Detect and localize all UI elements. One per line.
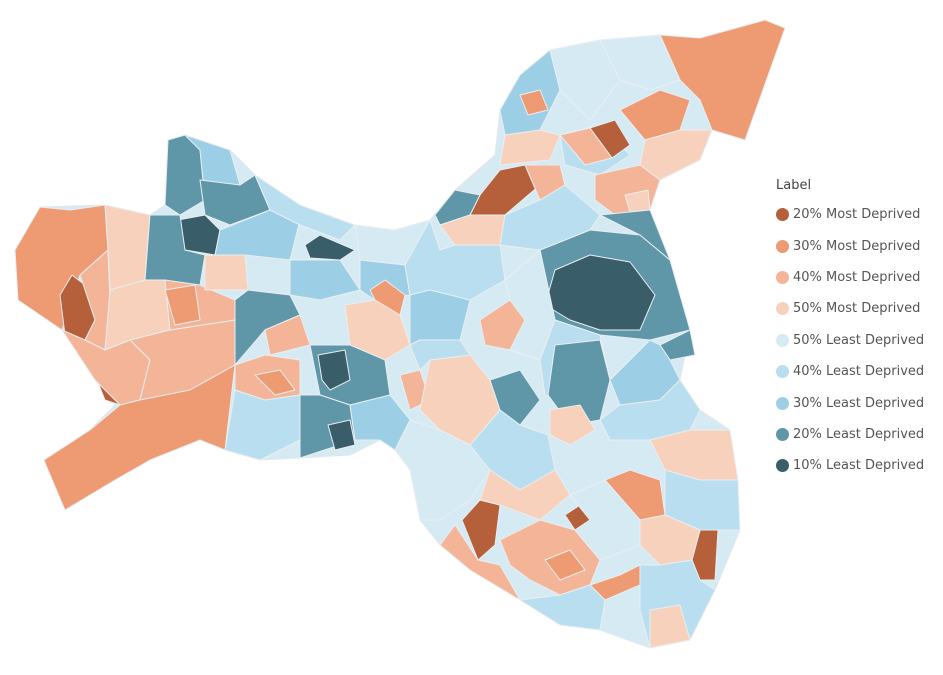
legend-label: 10% Least Deprived bbox=[793, 458, 925, 474]
legend-item[interactable]: 20% Least Deprived bbox=[776, 419, 936, 450]
legend-label: 40% Most Deprived bbox=[793, 269, 921, 285]
district-c-4[interactable] bbox=[504, 249, 556, 361]
legend-swatch bbox=[776, 302, 789, 316]
district-nw-9[interactable] bbox=[289, 259, 361, 301]
legend-label: 50% Most Deprived bbox=[793, 301, 921, 317]
district-ne-1[interactable] bbox=[659, 19, 786, 141]
legend-swatch bbox=[776, 239, 789, 253]
district-nc-2[interactable] bbox=[549, 39, 621, 121]
legend-swatch bbox=[776, 427, 789, 441]
district-s-9[interactable] bbox=[569, 479, 641, 561]
district-cs-2[interactable] bbox=[317, 349, 351, 391]
district-nw-8[interactable] bbox=[304, 234, 356, 261]
legend-label: 50% Least Deprived bbox=[793, 332, 925, 348]
district-nc-4[interactable] bbox=[499, 129, 561, 166]
legend-swatch bbox=[776, 208, 789, 222]
district-s-2[interactable] bbox=[439, 524, 521, 601]
district-c-6[interactable] bbox=[409, 339, 471, 371]
legend-swatch bbox=[776, 270, 789, 284]
legend-label: 20% Least Deprived bbox=[793, 426, 925, 442]
district-cs-4[interactable] bbox=[254, 369, 296, 396]
legend-swatch bbox=[776, 365, 789, 379]
district-ec-3[interactable] bbox=[599, 209, 671, 261]
legend-label: 40% Least Deprived bbox=[793, 364, 925, 380]
legend-item[interactable]: 40% Least Deprived bbox=[776, 356, 936, 387]
district-c-1[interactable] bbox=[404, 219, 506, 301]
legend-swatch bbox=[776, 396, 789, 410]
district-nc-11[interactable] bbox=[559, 127, 613, 166]
district-s-6[interactable] bbox=[544, 549, 586, 581]
legend-item[interactable]: 20% Most Deprived bbox=[776, 199, 936, 230]
legend-item[interactable]: 50% Most Deprived bbox=[776, 293, 936, 324]
district-c-12[interactable] bbox=[549, 404, 596, 446]
district-cs-7[interactable] bbox=[327, 419, 356, 451]
legend-swatch bbox=[776, 333, 789, 347]
legend-item[interactable]: 40% Most Deprived bbox=[776, 262, 936, 293]
district-ec-4[interactable] bbox=[499, 184, 601, 251]
district-c-11[interactable] bbox=[599, 379, 701, 441]
district-se-7[interactable] bbox=[649, 604, 691, 649]
legend-item[interactable]: 30% Least Deprived bbox=[776, 387, 936, 418]
district-west-12[interactable] bbox=[204, 254, 249, 291]
district-nc-3[interactable] bbox=[519, 89, 549, 116]
legend-item[interactable]: 10% Least Deprived bbox=[776, 450, 936, 481]
district-c-2[interactable] bbox=[409, 289, 471, 346]
district-nw-5[interactable] bbox=[144, 214, 206, 286]
legend-title: Label bbox=[776, 178, 812, 193]
legend-label: 30% Least Deprived bbox=[793, 395, 925, 411]
legend-item[interactable]: 30% Most Deprived bbox=[776, 230, 936, 261]
district-nw-7[interactable] bbox=[254, 174, 356, 241]
district-c-14[interactable] bbox=[394, 419, 491, 521]
district-west-4[interactable] bbox=[104, 204, 151, 291]
district-ne-3[interactable] bbox=[619, 89, 691, 141]
legend-items: 20% Most Deprived 30% Most Deprived 40% Mo… bbox=[776, 199, 936, 482]
district-s-1[interactable] bbox=[461, 499, 501, 561]
district-ne-2[interactable] bbox=[599, 34, 681, 91]
legend-swatch bbox=[776, 459, 789, 473]
district-s-3[interactable] bbox=[479, 469, 571, 521]
legend-label: 30% Most Deprived bbox=[793, 238, 921, 254]
district-c-7[interactable] bbox=[489, 369, 541, 426]
district-s-8[interactable] bbox=[519, 584, 606, 631]
legend-label: 20% Most Deprived bbox=[793, 207, 921, 223]
map-legend: Label 20% Most Deprived 30% Most Deprived… bbox=[776, 178, 936, 482]
district-west-11[interactable] bbox=[164, 284, 201, 326]
legend-item[interactable]: 50% Least Deprived bbox=[776, 325, 936, 356]
